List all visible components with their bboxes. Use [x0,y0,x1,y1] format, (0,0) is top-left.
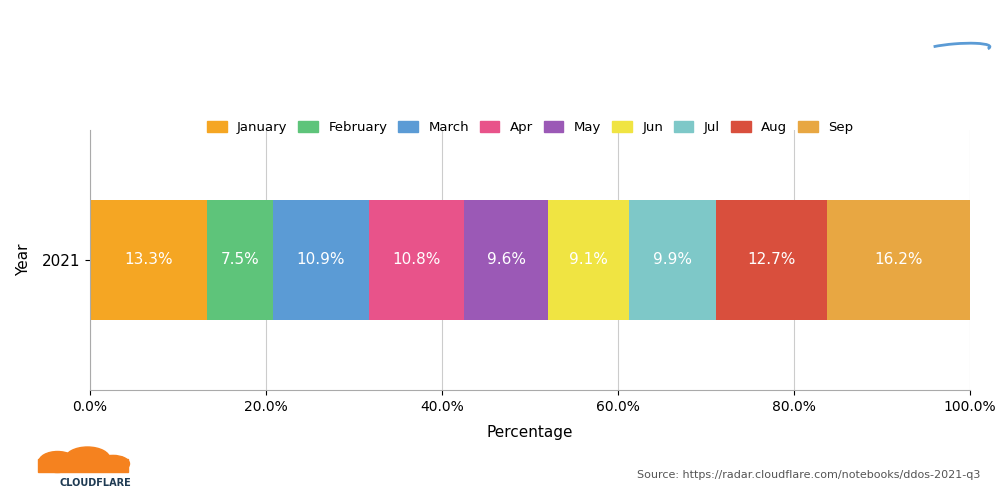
Bar [629,200,716,320]
Ellipse shape [96,456,129,472]
Ellipse shape [39,452,76,472]
Legend: January, February, March, Apr, May, Jun, Jul, Aug, Sep: January, February, March, Apr, May, Jun,… [203,116,857,138]
X-axis label: Percentage: Percentage [487,425,573,440]
Bar [273,200,369,320]
Text: Network-Layer DDoS Attacks: Distribution by month: Network-Layer DDoS Attacks: Distribution… [25,54,640,74]
Ellipse shape [65,447,110,471]
Circle shape [932,53,968,57]
Bar [548,200,629,320]
Text: Source: https://radar.cloudflare.com/notebooks/ddos-2021-q3: Source: https://radar.cloudflare.com/not… [637,470,980,480]
Text: 9.9%: 9.9% [653,252,692,268]
Text: 10.9%: 10.9% [297,252,345,268]
Text: 9.6%: 9.6% [487,252,526,268]
Y-axis label: Year: Year [16,244,31,276]
Bar [369,200,464,320]
Text: 16.2%: 16.2% [874,252,923,268]
Text: 9.1%: 9.1% [569,252,608,268]
Bar [827,200,970,320]
Bar [90,200,207,320]
Bar [464,200,548,320]
Text: CLOUDFLARE: CLOUDFLARE [59,478,131,488]
Text: 13.3%: 13.3% [124,252,173,268]
Text: 7.5%: 7.5% [221,252,259,268]
Bar [38,459,128,472]
Text: 10.8%: 10.8% [392,252,441,268]
Bar [716,200,827,320]
Text: 12.7%: 12.7% [747,252,796,268]
Bar [207,200,273,320]
